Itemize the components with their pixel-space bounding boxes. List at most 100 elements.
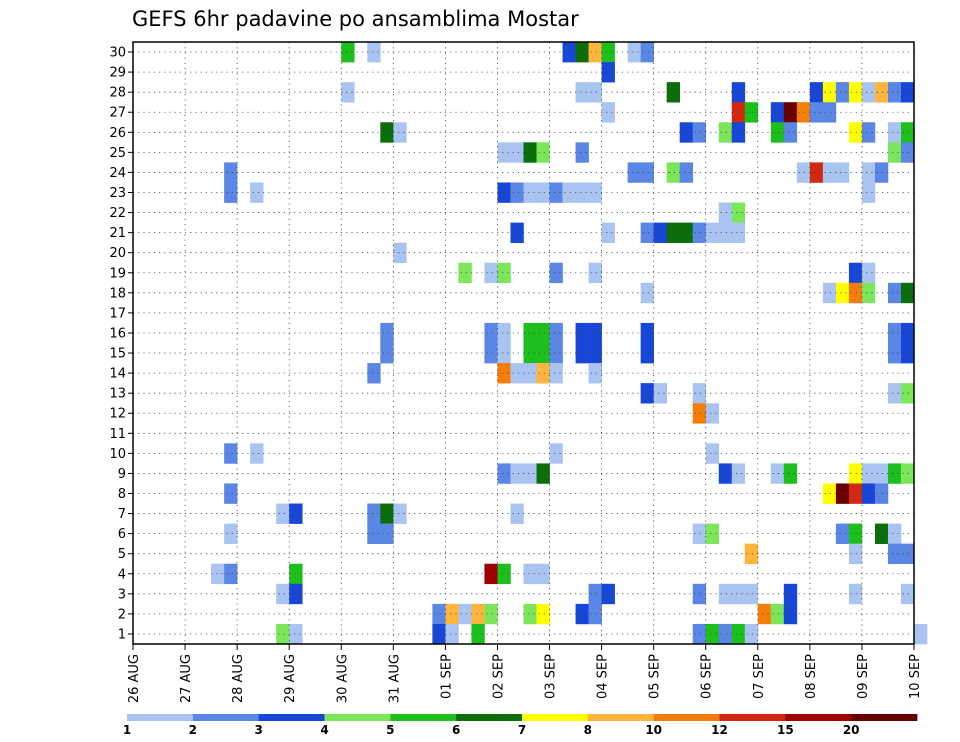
- heatmap-cell: [536, 563, 550, 585]
- heatmap-cell: [367, 363, 381, 384]
- heatmap-cell: [861, 182, 876, 203]
- colorbar-label: 20: [843, 723, 860, 737]
- colorbar-label: 12: [711, 723, 728, 737]
- heatmap-cell: [887, 282, 902, 304]
- heatmap-cell: [523, 142, 537, 163]
- heatmap-cell: [744, 583, 759, 605]
- colorbar-label: 4: [320, 723, 328, 737]
- colorbar-swatch: [127, 714, 194, 721]
- heatmap-cell: [692, 583, 707, 605]
- heatmap-cell: [900, 122, 915, 143]
- heatmap-cell: [640, 322, 654, 344]
- heatmap-cell: [666, 82, 680, 103]
- heatmap-cell: [861, 122, 876, 143]
- heatmap-cell: [224, 182, 238, 203]
- heatmap-cell: [289, 503, 303, 524]
- heatmap-cell: [874, 463, 889, 484]
- heatmap-cell: [523, 182, 537, 203]
- heatmap-cell: [575, 603, 589, 625]
- heatmap-cell: [770, 603, 785, 625]
- heatmap-cell: [471, 603, 485, 625]
- heatmap-cell: [471, 623, 485, 645]
- plot-frame: [132, 41, 915, 645]
- heatmap-cell: [367, 523, 381, 544]
- x-tick-label: 09 SEP: [856, 654, 871, 699]
- y-tick-label: 30: [109, 46, 126, 61]
- y-tick-label: 3: [118, 587, 126, 602]
- heatmap-cell: [432, 603, 446, 625]
- heatmap-cell: [783, 463, 798, 484]
- colorbar-swatch: [390, 714, 457, 721]
- x-tick-label: 08 SEP: [804, 654, 819, 699]
- heatmap-cell: [497, 363, 511, 384]
- heatmap-cell: [276, 503, 290, 524]
- heatmap-cell: [848, 122, 863, 143]
- heatmap-cell: [653, 383, 667, 404]
- heatmap-cell: [380, 523, 394, 544]
- heatmap-cell: [484, 603, 498, 625]
- heatmap-cell: [822, 82, 837, 103]
- heatmap-cell: [848, 463, 863, 484]
- heatmap-cell: [276, 583, 290, 605]
- heatmap-cell: [731, 463, 746, 484]
- heatmap-cell: [861, 162, 876, 183]
- colorbar-swatch: [719, 714, 786, 721]
- heatmap-cell: [393, 242, 407, 264]
- heatmap-cell: [718, 222, 733, 243]
- heatmap-cell: [835, 483, 850, 504]
- heatmap-cell: [887, 82, 902, 103]
- colorbar-label: 7: [518, 723, 526, 737]
- heatmap-cell: [588, 583, 602, 605]
- colorbar-swatch: [653, 714, 720, 721]
- heatmap-cell: [510, 142, 524, 163]
- y-tick-label: 17: [109, 306, 126, 321]
- cells-layer: [211, 42, 928, 645]
- y-tick-label: 16: [109, 326, 126, 341]
- x-tick-label: 05 SEP: [648, 654, 663, 699]
- heatmap-cell: [900, 383, 915, 404]
- heatmap-cell: [601, 42, 615, 63]
- heatmap-cell: [588, 182, 602, 203]
- heatmap-cell: [887, 122, 902, 143]
- heatmap-cell: [770, 463, 785, 484]
- heatmap-cell: [731, 623, 746, 645]
- y-tick-label: 23: [109, 186, 126, 201]
- heatmap-cell: [900, 142, 915, 163]
- heatmap-cell: [887, 322, 902, 344]
- heatmap-cell: [250, 443, 264, 464]
- colorbar-swatch: [587, 714, 655, 721]
- heatmap-cell: [380, 343, 394, 364]
- heatmap-cell: [887, 343, 902, 364]
- y-tick-label: 11: [109, 427, 126, 442]
- heatmap-cell: [458, 603, 472, 625]
- heatmap-cell: [887, 463, 902, 484]
- heatmap-cell: [848, 523, 863, 544]
- colorbar-label: 1: [123, 723, 131, 737]
- heatmap-cell: [588, 363, 602, 384]
- colorbar-swatch: [456, 714, 523, 721]
- heatmap-cell: [224, 523, 238, 544]
- heatmap-cell: [900, 282, 915, 304]
- heatmap-cell: [276, 623, 290, 645]
- heatmap-cell: [523, 343, 537, 364]
- heatmap-cell: [809, 162, 824, 183]
- heatmap-cell: [536, 142, 550, 163]
- heatmap-cell: [783, 102, 798, 123]
- heatmap-cell: [640, 383, 654, 404]
- heatmap-cell: [445, 623, 459, 645]
- y-tick-label: 26: [109, 126, 126, 141]
- heatmap-cell: [653, 222, 667, 243]
- heatmap-cell: [887, 543, 902, 565]
- colorbar-swatch: [258, 714, 325, 721]
- x-tick-label: 07 SEP: [752, 654, 767, 699]
- heatmap-cell: [575, 42, 589, 63]
- y-tick-label: 13: [109, 387, 126, 402]
- heatmap-cell: [575, 82, 589, 103]
- y-tick-label: 15: [109, 347, 126, 362]
- heatmap-cell: [744, 543, 759, 565]
- heatmap-cell: [575, 322, 589, 344]
- heatmap-cell: [640, 222, 654, 243]
- x-axis: 26 AUG 27 AUG 28 AUG 29 AUG 30 AUG 31 AUG 01 S…: [127, 644, 923, 703]
- heatmap-cell: [536, 343, 550, 364]
